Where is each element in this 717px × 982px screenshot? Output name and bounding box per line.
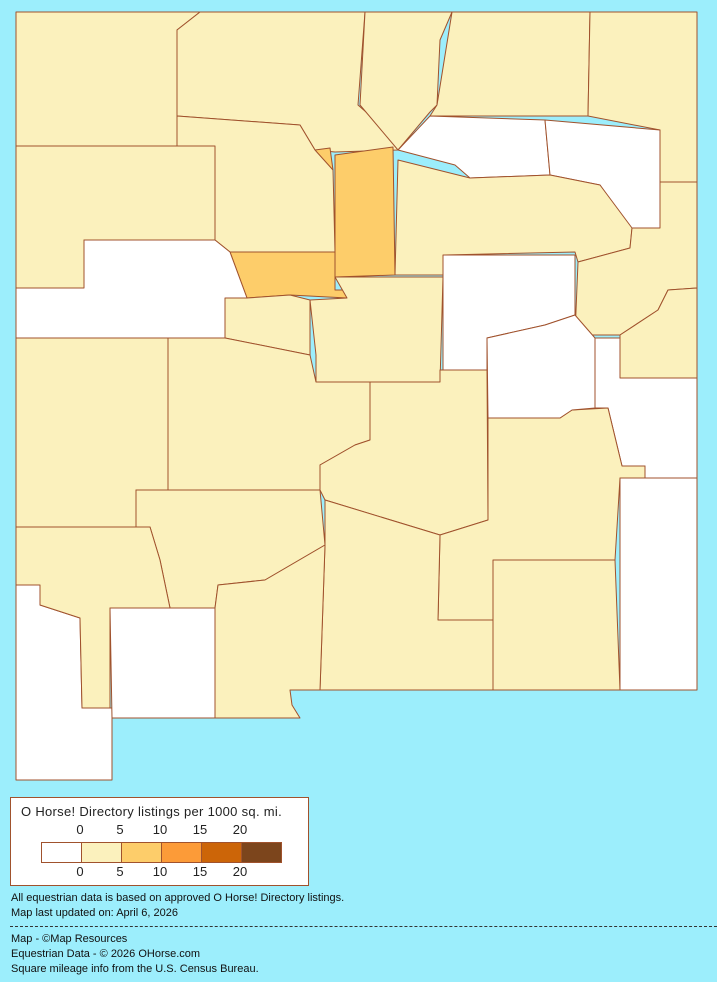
tick: 5 <box>116 864 124 879</box>
legend-swatch <box>202 843 242 862</box>
county <box>214 544 326 719</box>
tick: 15 <box>192 864 208 879</box>
new-mexico-county-map <box>15 11 698 781</box>
county <box>619 477 698 691</box>
county <box>309 276 444 383</box>
legend-swatch <box>242 843 281 862</box>
tick: 15 <box>192 822 208 837</box>
tick: 5 <box>116 822 124 837</box>
tick: 10 <box>152 864 168 879</box>
tick: 0 <box>76 822 84 837</box>
county <box>334 146 396 278</box>
legend-swatch <box>42 843 82 862</box>
tick: 0 <box>76 864 84 879</box>
legend: O Horse! Directory listings per 1000 sq.… <box>10 797 309 886</box>
updated-note: Map last updated on: April 6, 2026 <box>11 907 178 919</box>
county <box>429 11 591 117</box>
county <box>574 181 698 336</box>
county <box>492 559 621 691</box>
county <box>15 526 171 709</box>
legend-color-scale <box>41 842 282 863</box>
map-credit: Map - ©Map Resources <box>11 933 128 945</box>
legend-swatch <box>162 843 202 862</box>
divider <box>10 926 717 927</box>
county <box>15 11 201 147</box>
county <box>229 251 348 299</box>
county <box>176 115 336 253</box>
legend-swatch <box>122 843 162 862</box>
tick: 20 <box>232 822 248 837</box>
data-basis-note: All equestrian data is based on approved… <box>11 892 345 904</box>
data-credit: Equestrian Data - © 2026 OHorse.com <box>11 948 201 960</box>
county <box>109 607 216 719</box>
census-credit: Square mileage info from the U.S. Census… <box>11 963 259 975</box>
county <box>359 11 453 151</box>
tick: 20 <box>232 864 248 879</box>
legend-title: O Horse! Directory listings per 1000 sq.… <box>21 804 283 819</box>
tick: 10 <box>152 822 168 837</box>
legend-swatch <box>82 843 122 862</box>
county <box>486 314 596 419</box>
